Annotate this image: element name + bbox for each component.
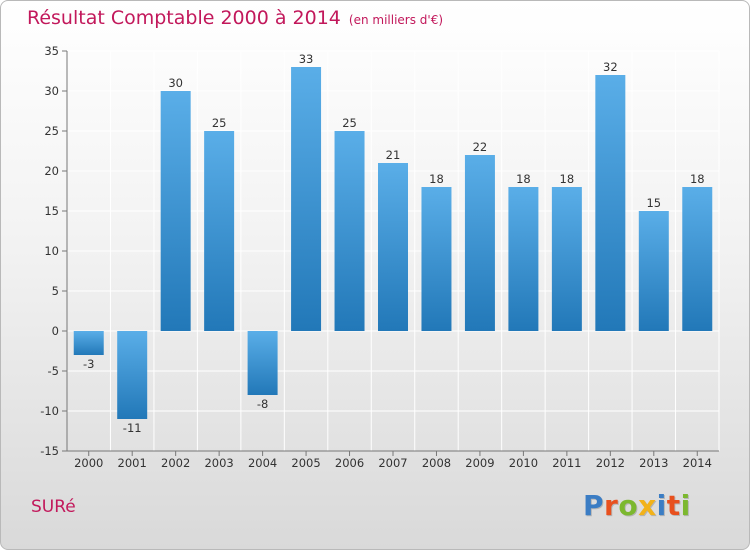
bar-2007[interactable] bbox=[378, 163, 408, 331]
data-label: 21 bbox=[386, 148, 401, 162]
bar-2012[interactable] bbox=[595, 75, 626, 331]
data-label: -3 bbox=[83, 357, 94, 371]
logo-letter: r bbox=[604, 489, 619, 522]
chart-title-unit: (en milliers d'€) bbox=[348, 13, 444, 27]
data-label: 18 bbox=[429, 172, 444, 186]
logo-letter: i bbox=[656, 489, 667, 522]
bar-2000[interactable] bbox=[73, 331, 104, 355]
data-label: 33 bbox=[299, 52, 314, 66]
y-tick-label: 0 bbox=[52, 324, 59, 338]
y-tick-label: 20 bbox=[44, 164, 59, 178]
y-tick-label: 15 bbox=[44, 204, 59, 218]
x-tick-label: 2002 bbox=[161, 456, 190, 470]
logo-letter: t bbox=[666, 489, 681, 522]
y-tick-label: 30 bbox=[44, 84, 59, 98]
bar-2010[interactable] bbox=[508, 187, 539, 331]
x-tick-label: 2012 bbox=[596, 456, 625, 470]
x-tick-label: 2007 bbox=[378, 456, 407, 470]
bar-2013[interactable] bbox=[638, 211, 669, 331]
data-label: 25 bbox=[212, 116, 227, 130]
x-tick-label: 2010 bbox=[509, 456, 538, 470]
bar-2008[interactable] bbox=[421, 187, 452, 331]
axes: -15 -10 -5 0 5 10 15 20 25 30 35 2000 2001 2002 2003 20… bbox=[40, 44, 719, 470]
y-tick-label: 10 bbox=[44, 244, 59, 258]
data-label: 18 bbox=[516, 172, 531, 186]
bar-2009[interactable] bbox=[464, 155, 495, 331]
x-tick-label: 2001 bbox=[118, 456, 147, 470]
x-tick-label: 2000 bbox=[74, 456, 103, 470]
logo-letter: P bbox=[583, 489, 605, 522]
bar-2001[interactable] bbox=[117, 331, 148, 419]
x-tick-label: 2014 bbox=[683, 456, 712, 470]
data-label: 15 bbox=[646, 196, 661, 210]
proxiti-logo[interactable]: Proxiti bbox=[583, 489, 691, 522]
x-tick-label: 2008 bbox=[422, 456, 451, 470]
logo-letter: i bbox=[680, 489, 691, 522]
data-label: 18 bbox=[690, 172, 705, 186]
x-tick-label: 2009 bbox=[465, 456, 494, 470]
logo-letter: x bbox=[638, 489, 657, 522]
chart-title: Résultat Comptable 2000 à 2014 (en millie… bbox=[27, 7, 443, 29]
data-label: 22 bbox=[473, 140, 488, 154]
data-label: 32 bbox=[603, 60, 618, 74]
bars bbox=[73, 67, 713, 419]
y-tick-label: 35 bbox=[44, 44, 59, 58]
chart-title-main: Résultat Comptable 2000 à 2014 bbox=[27, 7, 341, 29]
commune-name: SURé bbox=[31, 497, 76, 517]
data-label: -8 bbox=[257, 397, 268, 411]
bar-2004[interactable] bbox=[247, 331, 278, 395]
data-label: 30 bbox=[168, 76, 183, 90]
data-label: -11 bbox=[123, 421, 142, 435]
data-label: 25 bbox=[342, 116, 357, 130]
bar-2002[interactable] bbox=[160, 91, 191, 331]
y-tick-label: 25 bbox=[44, 124, 59, 138]
bar-2014[interactable] bbox=[682, 187, 713, 331]
x-tick-label: 2005 bbox=[291, 456, 320, 470]
bar-2005[interactable] bbox=[291, 67, 322, 331]
y-tick-label: -5 bbox=[48, 364, 59, 378]
logo-letter: o bbox=[618, 489, 639, 522]
x-tick-label: 2003 bbox=[204, 456, 233, 470]
data-label: 18 bbox=[560, 172, 575, 186]
y-tick-label: 5 bbox=[52, 284, 59, 298]
x-tick-label: 2006 bbox=[335, 456, 364, 470]
bar-2011[interactable] bbox=[551, 187, 582, 331]
bar-2006[interactable] bbox=[334, 131, 365, 331]
y-tick-label: -15 bbox=[40, 444, 59, 458]
y-tick-label: -10 bbox=[40, 404, 59, 418]
x-tick-label: 2004 bbox=[248, 456, 277, 470]
x-tick-label: 2013 bbox=[639, 456, 668, 470]
bar-2003[interactable] bbox=[204, 131, 235, 331]
x-tick-label: 2011 bbox=[552, 456, 581, 470]
data-labels: -3 -11 30 25 -8 33 25 21 18 22 18 18 32 15 18 bbox=[83, 52, 705, 435]
